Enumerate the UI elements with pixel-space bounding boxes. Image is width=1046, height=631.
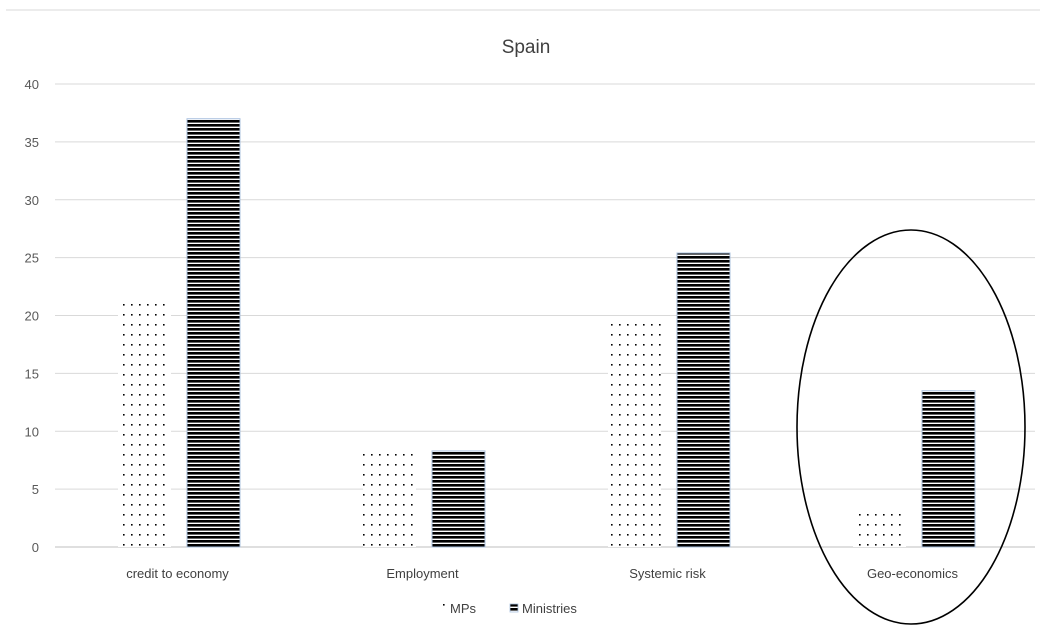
bar-ministries-credit-to-economy — [186, 118, 241, 548]
y-tick-label: 35 — [25, 135, 39, 150]
y-tick-label: 10 — [25, 424, 39, 439]
y-tick-label: 25 — [25, 251, 39, 266]
y-tick-label: 40 — [25, 77, 39, 92]
y-tick-label: 30 — [25, 193, 39, 208]
legend-label-mps: MPs — [450, 601, 477, 616]
legend-swatch-mps — [438, 604, 446, 612]
y-tick-label: 0 — [32, 540, 39, 555]
bar-mps-employment — [363, 446, 416, 547]
x-category-label: Employment — [386, 566, 459, 581]
legend-label-ministries: Ministries — [522, 601, 577, 616]
bar-ministries-systemic-risk — [676, 252, 731, 548]
bar-ministries-geo-economics — [921, 390, 976, 548]
y-axis-tick-labels: 0 5 10 15 20 25 30 35 40 — [25, 77, 39, 555]
x-category-label: credit to economy — [126, 566, 229, 581]
x-axis-category-labels: credit to economy Employment Systemic risk… — [126, 566, 958, 581]
y-tick-label: 20 — [25, 309, 39, 324]
bars — [118, 118, 976, 548]
chart-title: Spain — [502, 37, 551, 58]
x-category-label: Systemic risk — [629, 566, 706, 581]
bar-mps-credit-to-economy — [118, 303, 171, 547]
x-category-label: Geo-economics — [867, 566, 959, 581]
legend-swatch-ministries — [509, 603, 519, 613]
bar-ministries-employment — [431, 450, 486, 548]
y-tick-label: 15 — [25, 366, 39, 381]
highlight-ellipse — [796, 229, 1026, 625]
bar-mps-geo-economics — [853, 513, 906, 547]
legend: MPs Ministries — [438, 601, 577, 616]
y-tick-label: 5 — [32, 482, 39, 497]
bar-mps-systemic-risk — [608, 318, 661, 547]
